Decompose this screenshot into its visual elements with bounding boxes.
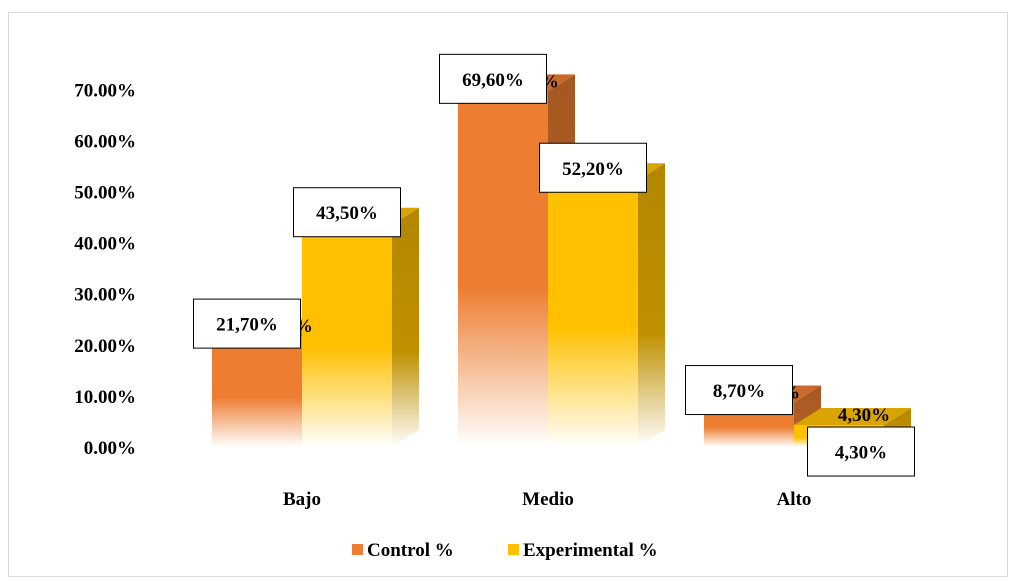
y-tick-label: 20.00% bbox=[74, 336, 136, 357]
legend-item: Control % bbox=[352, 540, 454, 561]
data-label-box bbox=[685, 365, 793, 416]
data-label: 52,20% bbox=[562, 159, 624, 180]
data-label-box bbox=[193, 298, 301, 349]
data-label-box bbox=[439, 53, 547, 104]
y-tick-label: 30.00% bbox=[74, 285, 136, 306]
data-label: 43,50% bbox=[316, 203, 378, 224]
data-labels: 21,70%21,70%43,50%43,50%69,60%69,60%52,2… bbox=[193, 53, 915, 477]
x-tick-label: Bajo bbox=[283, 489, 321, 510]
bar-front bbox=[548, 180, 638, 447]
data-label-box bbox=[293, 187, 401, 238]
legend-label: Experimental % bbox=[523, 540, 658, 561]
y-tick-label: 10.00% bbox=[74, 387, 136, 408]
legend: Control % Experimental % bbox=[352, 540, 658, 561]
legend-swatch bbox=[508, 544, 519, 555]
y-tick-label: 70.00% bbox=[74, 80, 136, 101]
x-tick-label: Medio bbox=[522, 489, 574, 510]
y-tick-label: 0.00% bbox=[84, 438, 136, 459]
data-label: 69,60% bbox=[462, 70, 524, 91]
bar-front bbox=[302, 224, 392, 447]
legend-label: Control % bbox=[367, 540, 454, 561]
y-tick-label: 60.00% bbox=[74, 131, 136, 152]
bar-medio-experimental bbox=[548, 163, 665, 447]
bar-top bbox=[794, 408, 911, 426]
bar-side bbox=[638, 163, 665, 447]
bar-front bbox=[458, 91, 548, 448]
bar-side bbox=[392, 207, 419, 447]
bars bbox=[212, 74, 911, 448]
data-label: 21,70% bbox=[216, 315, 278, 336]
data-label-box bbox=[807, 426, 915, 477]
data-label-box bbox=[539, 142, 647, 193]
legend-swatch bbox=[352, 544, 363, 555]
bar-front bbox=[212, 336, 302, 447]
y-axis: 0.00% 10.00% 20.00% 30.00% 40.00% 50.00% 60.00… bbox=[74, 80, 136, 459]
x-tick-label: Alto bbox=[777, 489, 812, 510]
y-tick-label: 40.00% bbox=[74, 234, 136, 255]
data-label: 8,70% bbox=[713, 381, 765, 402]
bar-bajo-experimental bbox=[302, 207, 419, 447]
data-label: 4,30% bbox=[835, 443, 887, 464]
y-tick-label: 50.00% bbox=[74, 183, 136, 204]
legend-item: Experimental % bbox=[508, 540, 658, 561]
data-label-shadow: 4,30% bbox=[838, 405, 890, 426]
x-axis: Bajo Medio Alto bbox=[283, 489, 811, 510]
